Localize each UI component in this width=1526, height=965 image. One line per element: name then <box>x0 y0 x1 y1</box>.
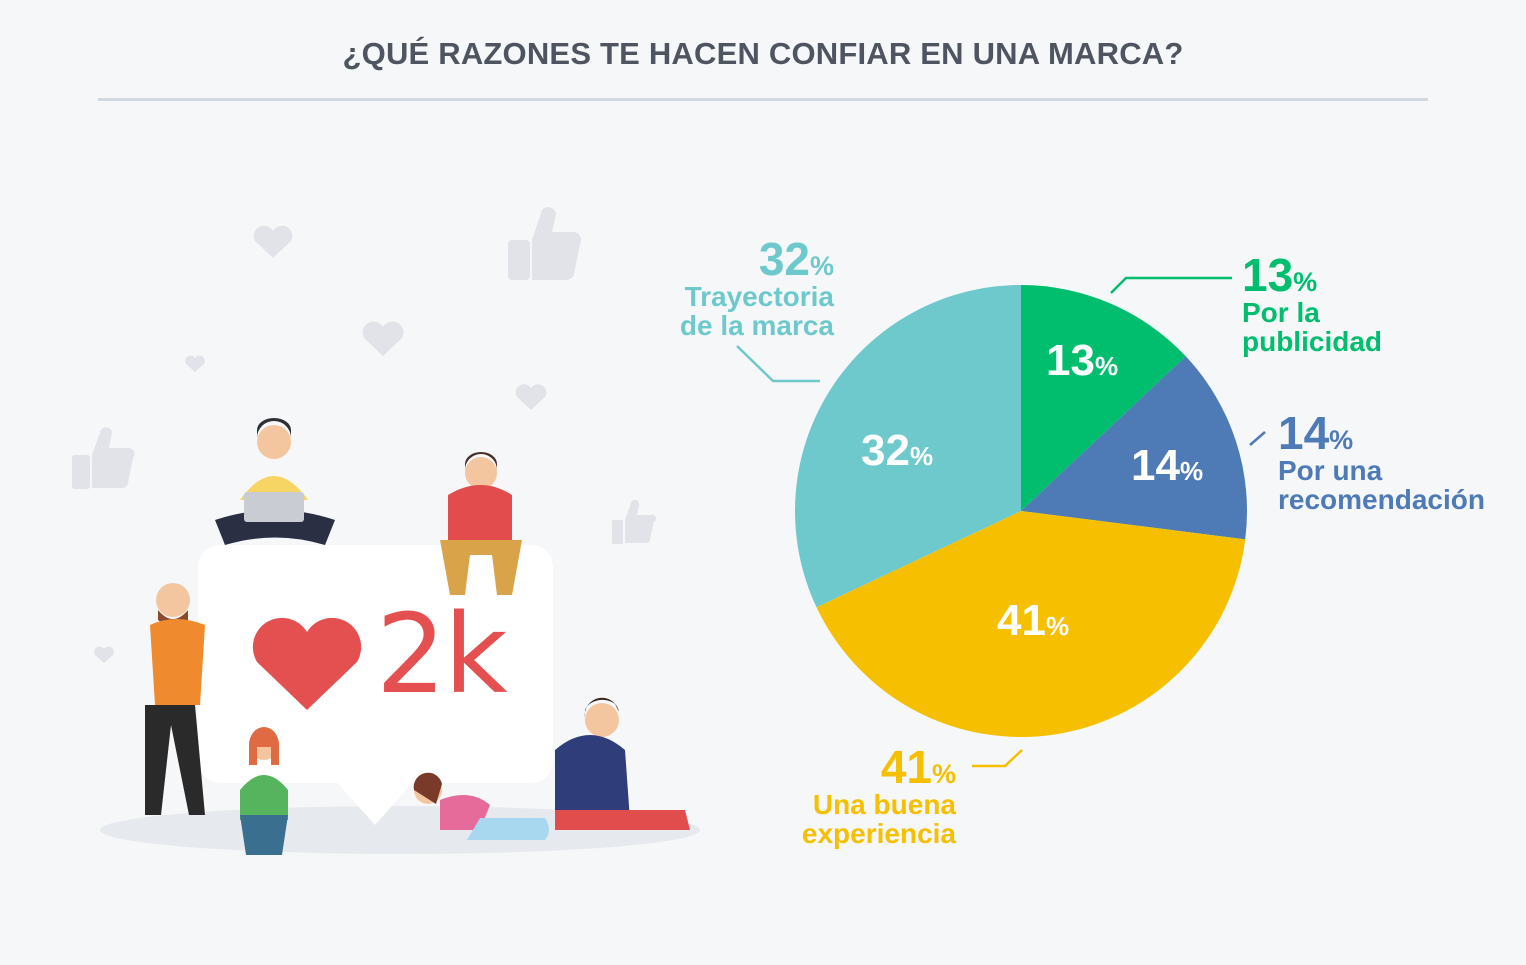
pie-slice-trayectoria <box>794 285 1021 608</box>
pie-slice-experiencia <box>816 511 1246 737</box>
callout-recomendacion: 14% Por una recomendación <box>1278 407 1485 515</box>
leader-line-recomendacion <box>1249 431 1266 446</box>
pie-slice-publicidad <box>1021 285 1186 511</box>
thumbs-up-icon <box>508 207 582 281</box>
leader-line-publicidad <box>1110 276 1232 294</box>
heart-icon <box>253 225 293 258</box>
chart-title: ¿QUÉ RAZONES TE HACEN CONFIAR EN UNA MAR… <box>342 36 1184 71</box>
like-bubble <box>198 545 553 783</box>
callout-experiencia: 41% Una buena experiencia <box>801 741 956 849</box>
heart-icon <box>185 355 205 372</box>
title-divider <box>98 98 1428 101</box>
leader-line-experiencia <box>972 749 1023 768</box>
thumbs-up-icon <box>612 499 657 544</box>
slice-label-trayectoria: 32% <box>861 426 934 475</box>
callout-trayectoria: 32% Trayectoria de la marca <box>679 233 834 341</box>
slice-label-publicidad: 13% <box>1046 336 1119 385</box>
slice-label-recomendacion: 14% <box>1131 441 1204 490</box>
slice-label-experiencia: 41% <box>997 596 1070 645</box>
pie-slice-recomendacion <box>1021 356 1247 540</box>
callout-publicidad: 13% Por la publicidad <box>1242 249 1382 357</box>
heart-icon <box>515 384 547 410</box>
social-media-illustration <box>72 207 700 855</box>
thumbs-up-icon <box>72 427 135 489</box>
like-count: 2k <box>376 590 508 718</box>
leader-line-trayectoria <box>736 345 820 383</box>
heart-icon <box>252 617 362 710</box>
heart-icon <box>362 321 404 356</box>
heart-icon <box>94 646 114 663</box>
